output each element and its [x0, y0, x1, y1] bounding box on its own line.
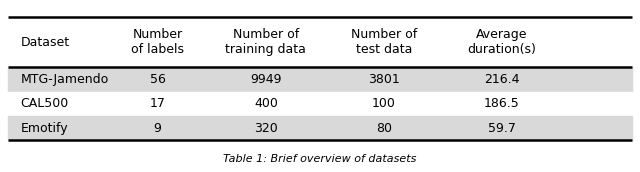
Bar — [8, 67, 632, 92]
Text: 320: 320 — [254, 122, 278, 135]
Text: Number
of labels: Number of labels — [131, 28, 184, 56]
Text: 59.7: 59.7 — [488, 122, 516, 135]
Text: 3801: 3801 — [368, 73, 399, 86]
Text: Dataset: Dataset — [20, 35, 70, 49]
Bar — [8, 92, 632, 116]
Text: MTG-Jamendo: MTG-Jamendo — [20, 73, 109, 86]
Text: CAL500: CAL500 — [20, 97, 68, 110]
Text: 100: 100 — [372, 97, 396, 110]
Text: 9949: 9949 — [250, 73, 282, 86]
Text: 216.4: 216.4 — [484, 73, 519, 86]
Text: Table 1: Brief overview of datasets: Table 1: Brief overview of datasets — [223, 154, 417, 164]
Text: Number of
test data: Number of test data — [351, 28, 417, 56]
Text: 80: 80 — [376, 122, 392, 135]
Text: 9: 9 — [154, 122, 161, 135]
Text: Number of
training data: Number of training data — [225, 28, 307, 56]
Bar — [8, 116, 632, 140]
Text: 400: 400 — [254, 97, 278, 110]
Text: Emotify: Emotify — [20, 122, 68, 135]
Text: Average
duration(s): Average duration(s) — [467, 28, 536, 56]
Text: 17: 17 — [150, 97, 166, 110]
Text: 56: 56 — [150, 73, 166, 86]
Text: 186.5: 186.5 — [484, 97, 520, 110]
